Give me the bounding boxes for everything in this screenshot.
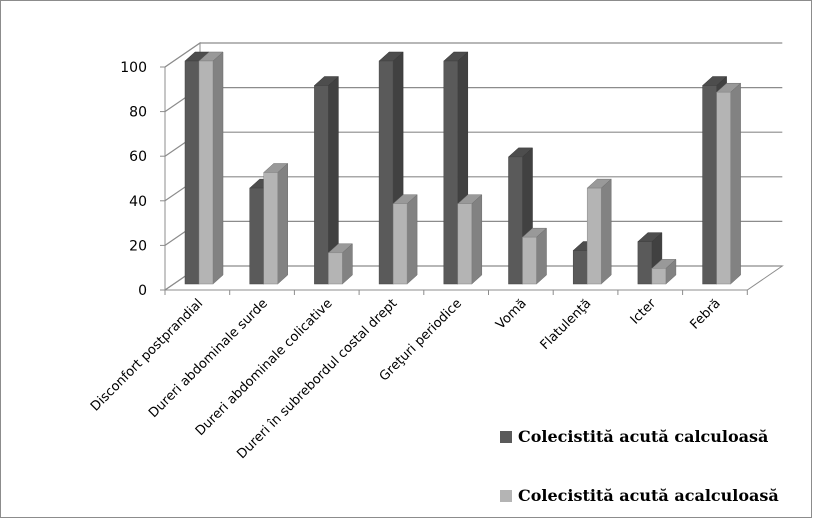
bar-front-0-1 <box>198 60 214 285</box>
y-tick-label-0: 0 <box>138 283 147 299</box>
y-tick-label-4: 80 <box>129 105 147 121</box>
y-tick-label-1: 20 <box>129 238 147 254</box>
bar-4-series-1 <box>457 194 483 285</box>
y-axis: 0 20 40 60 80 100 <box>120 60 166 299</box>
x-tick-label-0: Disconfort postprandial <box>88 296 206 414</box>
x-tick-label-5: Vomă <box>493 296 529 332</box>
legend-swatch-series-0 <box>500 431 512 443</box>
bar-front-2-1 <box>328 252 343 285</box>
bar-front-1-0 <box>249 187 264 285</box>
bar-front-8-1 <box>716 91 731 285</box>
legend-swatch-series-1 <box>500 490 512 502</box>
bar-front-5-0 <box>508 156 523 285</box>
legend-entry-series-0: Colecistită acută calculoasă <box>500 427 768 446</box>
bar-8-series-1 <box>715 82 742 285</box>
bar-front-8-0 <box>702 85 717 285</box>
bar-2-series-0 <box>313 75 340 285</box>
x-tick-label-8: Febră <box>687 296 723 332</box>
x-tick-label-1: Dureri abdominale surde <box>146 296 271 421</box>
bar-3-series-1 <box>392 194 418 285</box>
bar-front-2-0 <box>314 85 329 285</box>
y-tick-label-2: 40 <box>129 194 147 210</box>
bar-front-7-0 <box>637 241 653 285</box>
legend-label-series-1: Colecistită acută acalculoasă <box>518 486 779 505</box>
gridline-4 <box>164 86 783 113</box>
legend-entry-series-1: Colecistită acută acalculoasă <box>500 486 779 505</box>
bar-6-series-1 <box>586 178 612 285</box>
bar-side-8-1 <box>730 82 741 285</box>
bar-side-0-1 <box>212 51 224 285</box>
bar-5-series-1 <box>521 227 548 285</box>
y-tick-label-3: 60 <box>129 149 147 165</box>
x-tick-label-6: Flatulenţă <box>538 296 595 353</box>
bar-front-5-1 <box>522 236 537 285</box>
bar-front-4-1 <box>457 203 473 285</box>
bar-front-1-1 <box>263 172 278 285</box>
gridline-3 <box>164 131 783 157</box>
bar-side-3-1 <box>406 194 418 285</box>
bar-side-5-1 <box>536 227 547 285</box>
bar-2-series-1 <box>327 243 354 285</box>
legend-label-series-0: Colecistită acută calculoasă <box>518 427 769 446</box>
bar-side-4-1 <box>471 194 483 285</box>
bar-front-6-1 <box>586 187 602 285</box>
bar-front-3-0 <box>378 60 394 285</box>
x-tick-label-2: Dureri abdominale colicative <box>193 296 336 439</box>
bar-7-series-1 <box>651 258 677 285</box>
y-tick-label-5: 100 <box>120 60 147 76</box>
bar-front-3-1 <box>392 203 408 285</box>
bar-1-series-1 <box>263 162 289 285</box>
bar-side-6-1 <box>600 178 612 285</box>
bar-front-0-0 <box>184 60 200 285</box>
bars <box>184 51 742 285</box>
bar-front-7-1 <box>651 268 667 285</box>
gridline-5 <box>164 42 783 68</box>
bar-0-series-1 <box>198 51 224 285</box>
bar-front-6-0 <box>572 250 588 285</box>
bar-side-1-1 <box>277 162 288 285</box>
x-tick-label-7: Icter <box>628 296 660 328</box>
bar-front-4-0 <box>443 60 459 285</box>
